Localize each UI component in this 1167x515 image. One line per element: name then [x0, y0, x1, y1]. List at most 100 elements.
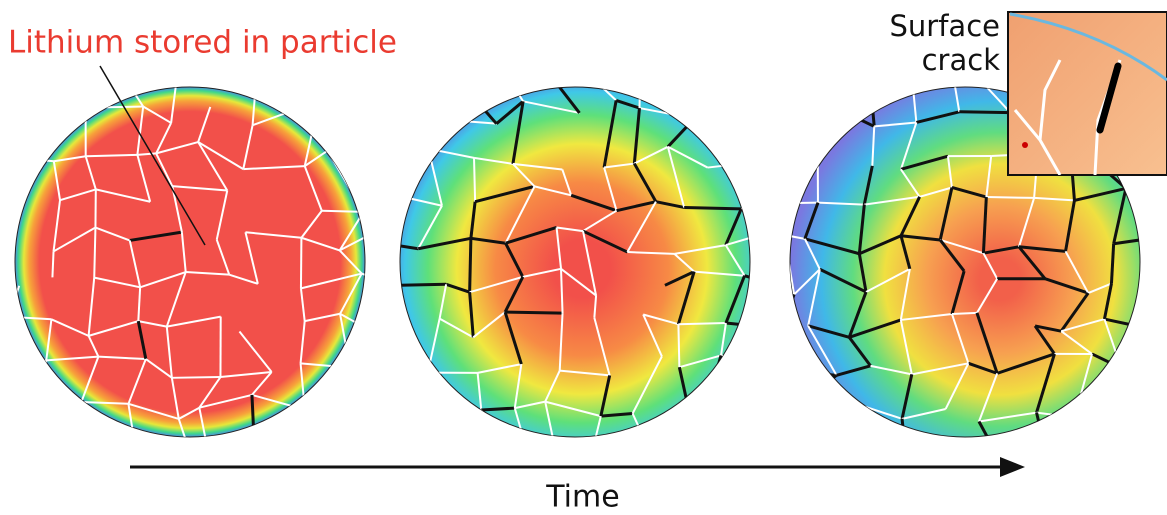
boundary	[481, 410, 486, 442]
boundary	[526, 448, 557, 457]
boundary	[474, 158, 475, 202]
crack	[422, 78, 457, 82]
crack	[486, 442, 526, 449]
boundary	[121, 73, 176, 83]
boundary	[10, 360, 46, 371]
crack	[959, 112, 1010, 113]
crack	[427, 411, 446, 455]
boundary	[40, 402, 68, 451]
boundary	[380, 115, 397, 157]
crack	[709, 396, 735, 440]
boundary	[86, 83, 91, 108]
boundary	[319, 101, 356, 112]
boundary	[725, 107, 782, 123]
boundary	[86, 107, 144, 108]
boundary	[678, 324, 679, 367]
boundary	[377, 70, 422, 82]
crack	[386, 439, 446, 455]
boundary	[771, 231, 773, 283]
boundary	[328, 151, 380, 156]
arrow-head	[1000, 457, 1025, 477]
time-label: Time	[545, 480, 619, 515]
boundary	[1150, 377, 1156, 416]
boundary	[90, 73, 121, 83]
boundary	[649, 438, 685, 449]
boundary	[422, 82, 453, 120]
boundary	[377, 63, 397, 115]
crack	[775, 122, 800, 159]
boundary	[721, 355, 774, 367]
boundary	[52, 251, 53, 277]
boundary	[1121, 368, 1155, 377]
boundary	[364, 194, 400, 212]
crack	[1088, 437, 1116, 462]
boundary	[328, 112, 357, 151]
crack	[1154, 330, 1156, 377]
crack	[784, 203, 790, 235]
boundary	[382, 359, 386, 406]
crack	[481, 408, 515, 410]
crack	[470, 238, 471, 292]
crack	[809, 375, 837, 395]
boundary	[639, 79, 640, 108]
boundary	[694, 119, 724, 124]
crack-label: Surface	[890, 9, 1000, 43]
boundary	[9, 286, 19, 317]
boundary	[0, 81, 54, 84]
boundary	[344, 420, 350, 441]
boundary	[774, 418, 775, 446]
boundary	[6, 396, 40, 403]
boundary	[387, 163, 407, 198]
boundary	[688, 396, 710, 407]
boundary	[1161, 187, 1167, 237]
boundary	[137, 153, 156, 154]
boundary	[86, 155, 138, 156]
boundary	[350, 359, 386, 368]
crack	[775, 159, 790, 204]
crack	[304, 410, 305, 454]
boundary	[1126, 187, 1167, 189]
boundary	[379, 379, 401, 422]
crack	[505, 312, 562, 313]
crack-label: crack	[922, 43, 1001, 77]
boundary	[217, 66, 256, 84]
boundary	[40, 360, 46, 402]
boundary	[45, 81, 53, 115]
boundary	[809, 396, 846, 401]
boundary	[1150, 416, 1167, 455]
crack	[1111, 368, 1121, 417]
crack	[388, 284, 446, 285]
boundary	[504, 71, 557, 84]
boundary	[986, 197, 1034, 198]
boundary	[685, 406, 688, 438]
crack	[377, 70, 391, 117]
boundary	[45, 108, 85, 115]
boundary	[761, 62, 829, 84]
crack	[760, 327, 774, 368]
crack	[829, 62, 837, 108]
boundary	[391, 117, 453, 120]
boundary	[305, 410, 344, 421]
boundary	[392, 335, 402, 379]
boundary	[678, 323, 726, 324]
boundary	[344, 406, 383, 420]
particle-2	[400, 87, 750, 437]
boundary	[344, 368, 350, 421]
boundary	[388, 245, 395, 285]
boundary	[6, 372, 11, 396]
crack	[684, 207, 741, 208]
boundary	[380, 406, 382, 458]
boundary	[456, 71, 504, 78]
boundary	[870, 68, 911, 81]
boundary	[370, 283, 387, 330]
boundary	[135, 447, 193, 461]
crack	[1111, 416, 1150, 417]
boundary	[809, 396, 828, 438]
boundary	[800, 109, 837, 122]
crack	[785, 372, 798, 397]
boundary	[68, 448, 94, 452]
boundary	[1075, 418, 1088, 437]
boundary	[256, 77, 284, 84]
particle-label: Lithium stored in particle	[8, 25, 397, 61]
boundary	[0, 84, 8, 106]
